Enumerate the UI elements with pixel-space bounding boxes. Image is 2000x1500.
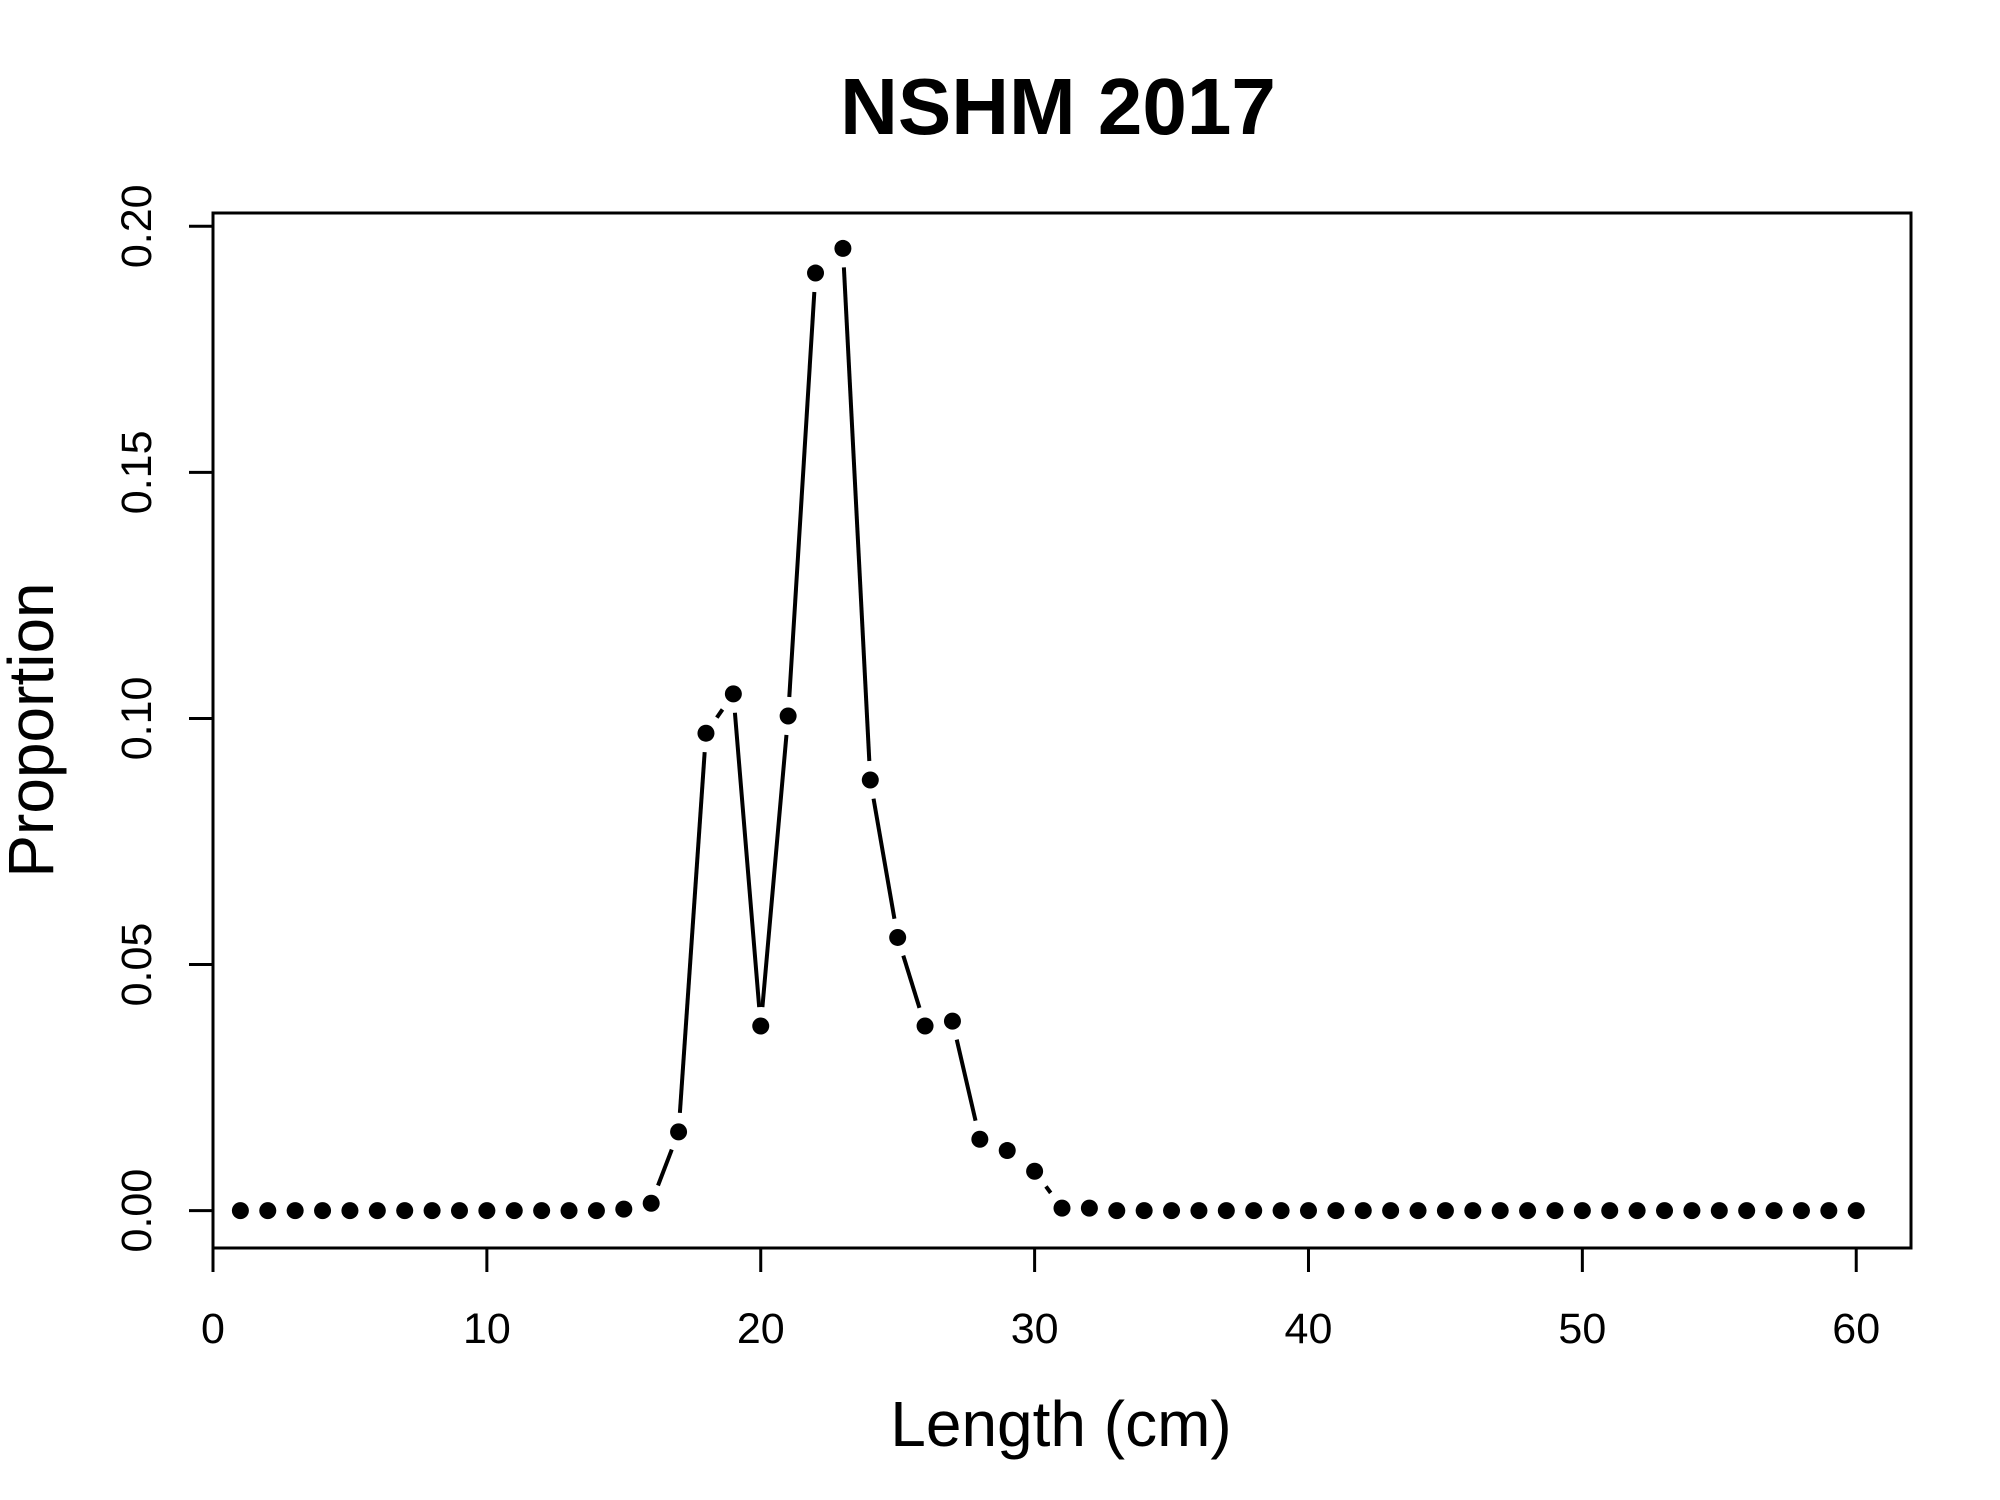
data-point (1382, 1202, 1400, 1220)
data-point (1601, 1202, 1619, 1220)
data-point (971, 1130, 989, 1148)
data-series (231, 239, 1865, 1220)
data-point (314, 1202, 332, 1220)
data-point (1409, 1202, 1427, 1220)
x-tick-label: 0 (201, 1305, 225, 1353)
data-point (341, 1202, 359, 1220)
data-point (861, 771, 879, 789)
data-point (1491, 1202, 1509, 1220)
data-point (1272, 1202, 1290, 1220)
data-point (505, 1202, 523, 1220)
data-point (779, 707, 797, 725)
data-point (1217, 1202, 1235, 1220)
data-point (1108, 1202, 1126, 1220)
data-point (1327, 1202, 1345, 1220)
data-point (1135, 1202, 1153, 1220)
data-point (998, 1142, 1016, 1160)
data-point (1710, 1202, 1728, 1220)
data-point (450, 1202, 468, 1220)
data-point (670, 1123, 688, 1141)
series-line-segment (954, 1039, 978, 1122)
data-point (1026, 1162, 1044, 1180)
data-point (1792, 1202, 1810, 1220)
series-line-segment (871, 798, 897, 920)
y-tick-label: 0.00 (113, 1169, 161, 1253)
data-point (560, 1202, 578, 1220)
series-line-segment (760, 734, 789, 1008)
data-point (1436, 1202, 1454, 1220)
x-tick-label: 50 (1558, 1305, 1606, 1353)
y-tick-label: 0.10 (113, 677, 161, 761)
x-tick-label: 10 (463, 1305, 511, 1353)
data-point (1628, 1202, 1646, 1220)
data-point (916, 1017, 934, 1035)
y-tick-label: 0.20 (113, 184, 161, 268)
data-point (1519, 1202, 1537, 1220)
x-tick-label: 40 (1285, 1305, 1333, 1353)
y-axis-label: Proportion (0, 582, 67, 877)
data-point (1190, 1202, 1208, 1220)
y-tick-label: 0.15 (113, 431, 161, 515)
y-axis: 0.00 0.05 0.10 0.15 0.20 (113, 184, 215, 1253)
series-line-segment (732, 712, 762, 1008)
series-line-segment (787, 291, 817, 698)
x-axis-label: Length (cm) (890, 1388, 1231, 1460)
data-point (1245, 1202, 1263, 1220)
data-point (423, 1202, 441, 1220)
data-point (1354, 1202, 1372, 1220)
x-tick-label: 60 (1832, 1305, 1880, 1353)
data-point (478, 1202, 496, 1220)
data-point (889, 928, 907, 946)
data-point (807, 264, 825, 282)
data-point (286, 1202, 304, 1220)
data-point (1080, 1199, 1098, 1217)
data-point (231, 1202, 249, 1220)
data-point (1573, 1202, 1591, 1220)
data-point (943, 1012, 961, 1030)
plot-frame (211, 211, 1913, 1250)
data-point (724, 685, 742, 703)
y-tick-label: 0.05 (113, 923, 161, 1007)
series-line-segment (656, 1148, 674, 1187)
data-point (752, 1017, 770, 1035)
data-point (1683, 1202, 1701, 1220)
series-line-segment (677, 752, 707, 1114)
data-point (259, 1202, 277, 1220)
data-point (615, 1200, 633, 1218)
data-point (1847, 1202, 1865, 1220)
data-point (697, 724, 715, 742)
data-point (1546, 1202, 1564, 1220)
x-axis: 0 10 20 30 40 50 60 (201, 1246, 1880, 1353)
data-point (1765, 1202, 1783, 1220)
series-line-segment (1044, 1185, 1053, 1195)
data-point (533, 1202, 551, 1220)
data-point (834, 239, 852, 257)
data-point (1656, 1202, 1674, 1220)
x-tick-label: 30 (1011, 1305, 1059, 1353)
data-point (1299, 1202, 1317, 1220)
series-line-segment (841, 267, 872, 762)
series-line-segment (715, 708, 725, 719)
data-point (587, 1202, 605, 1220)
data-point (396, 1202, 414, 1220)
data-point (1163, 1202, 1181, 1220)
chart-title: NSHM 2017 (840, 62, 1276, 151)
series-line-segment (901, 955, 922, 1009)
x-tick-label: 20 (737, 1305, 785, 1353)
data-point (1464, 1202, 1482, 1220)
data-point (1820, 1202, 1838, 1220)
data-point (368, 1202, 386, 1220)
data-point (1053, 1199, 1071, 1217)
data-point (1738, 1202, 1756, 1220)
data-point (642, 1194, 660, 1212)
